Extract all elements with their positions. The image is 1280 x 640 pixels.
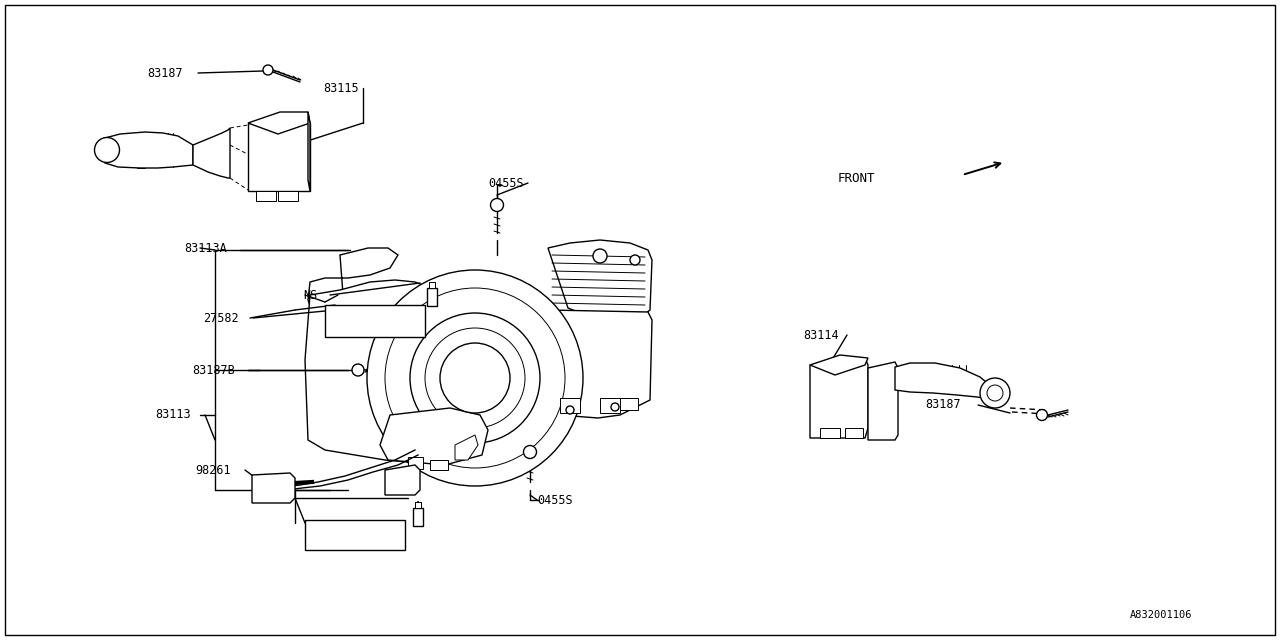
Bar bbox=[600, 398, 620, 413]
Text: A832001106: A832001106 bbox=[1130, 610, 1193, 620]
Circle shape bbox=[410, 313, 540, 443]
Circle shape bbox=[566, 406, 573, 414]
Bar bbox=[248, 123, 310, 191]
Bar bbox=[430, 460, 448, 470]
Bar bbox=[278, 191, 298, 201]
Text: 83187: 83187 bbox=[925, 399, 960, 412]
Bar bbox=[408, 457, 422, 469]
Polygon shape bbox=[308, 112, 310, 191]
Bar bbox=[845, 428, 863, 438]
Circle shape bbox=[367, 270, 582, 486]
Circle shape bbox=[524, 445, 536, 458]
Polygon shape bbox=[810, 355, 868, 375]
Polygon shape bbox=[105, 132, 193, 168]
Polygon shape bbox=[895, 363, 998, 400]
Text: GREASE: GREASE bbox=[355, 312, 401, 324]
Circle shape bbox=[490, 198, 503, 211]
Circle shape bbox=[630, 255, 640, 265]
Polygon shape bbox=[810, 358, 868, 438]
Text: FRONT: FRONT bbox=[838, 172, 876, 184]
Circle shape bbox=[987, 385, 1004, 401]
Polygon shape bbox=[548, 240, 652, 322]
Polygon shape bbox=[305, 280, 448, 462]
Polygon shape bbox=[548, 310, 652, 418]
Text: 83115: 83115 bbox=[323, 81, 358, 95]
Circle shape bbox=[262, 65, 273, 75]
Text: 83113: 83113 bbox=[155, 408, 191, 422]
Bar bbox=[820, 428, 840, 438]
Text: NS: NS bbox=[303, 289, 317, 301]
Polygon shape bbox=[413, 508, 422, 526]
Bar bbox=[620, 398, 637, 410]
Text: 0455S: 0455S bbox=[488, 177, 524, 189]
Circle shape bbox=[440, 343, 509, 413]
Bar bbox=[415, 502, 421, 508]
Text: NS: NS bbox=[268, 492, 283, 504]
Circle shape bbox=[593, 249, 607, 263]
Bar bbox=[561, 398, 580, 413]
Polygon shape bbox=[248, 112, 310, 134]
Bar bbox=[429, 282, 435, 288]
Polygon shape bbox=[385, 465, 420, 495]
Bar bbox=[256, 191, 276, 201]
Text: GREASE: GREASE bbox=[320, 524, 365, 536]
Polygon shape bbox=[380, 408, 488, 465]
Circle shape bbox=[95, 138, 119, 163]
Bar bbox=[325, 305, 425, 337]
Text: 83187B: 83187B bbox=[192, 364, 234, 376]
Circle shape bbox=[611, 403, 620, 411]
Text: 0455S: 0455S bbox=[538, 493, 572, 506]
Text: 83113A: 83113A bbox=[184, 241, 227, 255]
Text: 98261: 98261 bbox=[195, 463, 230, 477]
Polygon shape bbox=[308, 248, 398, 360]
Polygon shape bbox=[868, 362, 899, 440]
Text: 83114: 83114 bbox=[803, 328, 838, 342]
Circle shape bbox=[1037, 410, 1047, 420]
Circle shape bbox=[980, 378, 1010, 408]
Text: 27582: 27582 bbox=[204, 312, 238, 324]
Polygon shape bbox=[193, 128, 230, 178]
Circle shape bbox=[352, 364, 364, 376]
Bar bbox=[305, 520, 404, 550]
Polygon shape bbox=[252, 473, 294, 503]
Polygon shape bbox=[428, 288, 436, 306]
Polygon shape bbox=[454, 435, 477, 460]
Circle shape bbox=[385, 288, 564, 468]
Text: 83187: 83187 bbox=[147, 67, 183, 79]
Circle shape bbox=[425, 328, 525, 428]
